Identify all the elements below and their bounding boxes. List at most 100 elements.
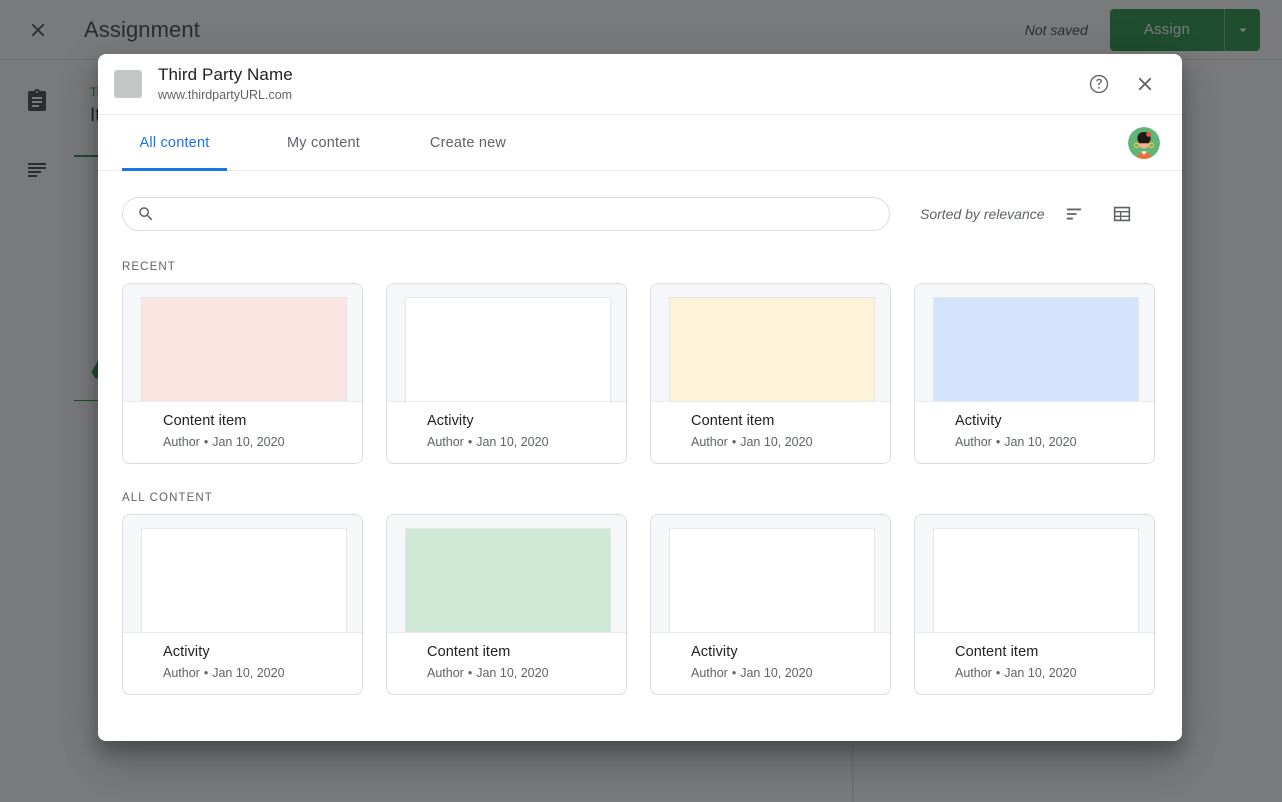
card-info: Content item Author • Jan 10, 2020 [651, 401, 890, 463]
content-card[interactable]: Content item Author • Jan 10, 2020 [650, 283, 891, 464]
card-info: Content item Author • Jan 10, 2020 [915, 632, 1154, 694]
meta-separator: • [467, 666, 473, 680]
card-meta: Author • Jan 10, 2020 [163, 434, 348, 450]
card-title: Activity [691, 644, 738, 660]
card-thumbnail-fill [141, 297, 347, 401]
meta-separator: • [731, 435, 737, 449]
card-info: Content item Author • Jan 10, 2020 [387, 632, 626, 694]
dialog-body: Sorted by relevance RECENT [98, 171, 1182, 740]
card-date: Jan 10, 2020 [1004, 435, 1077, 449]
card-thumbnail-fill [405, 528, 611, 632]
close-dialog-button[interactable] [1126, 65, 1164, 103]
card-date: Jan 10, 2020 [212, 666, 285, 680]
meta-separator: • [203, 435, 209, 449]
card-author: Author [163, 666, 200, 680]
card-info: Activity Author • Jan 10, 2020 [651, 632, 890, 694]
card-meta: Author • Jan 10, 2020 [163, 665, 348, 681]
meta-separator: • [995, 435, 1001, 449]
card-author: Author [691, 435, 728, 449]
card-thumbnail [915, 284, 1154, 401]
card-thumbnail [387, 515, 626, 632]
card-author: Author [427, 435, 464, 449]
card-thumbnail [915, 515, 1154, 632]
avatar[interactable] [1128, 126, 1160, 159]
meta-separator: • [731, 666, 737, 680]
meta-separator: • [467, 435, 473, 449]
card-date: Jan 10, 2020 [740, 666, 813, 680]
sort-label: Sorted by relevance [920, 206, 1045, 222]
dialog-header-actions [1080, 65, 1164, 103]
content-card[interactable]: Activity Author • Jan 10, 2020 [914, 283, 1155, 464]
card-info: Activity Author • Jan 10, 2020 [387, 401, 626, 463]
card-date: Jan 10, 2020 [476, 666, 549, 680]
card-info: Activity Author • Jan 10, 2020 [915, 401, 1154, 463]
content-card[interactable]: Activity Author • Jan 10, 2020 [122, 514, 363, 695]
card-author: Author [955, 435, 992, 449]
card-thumbnail-fill [933, 297, 1139, 401]
card-title: Content item [163, 413, 247, 429]
tab-all-content[interactable]: All content [122, 115, 227, 171]
help-button[interactable] [1080, 65, 1118, 103]
card-thumbnail [651, 284, 890, 401]
provider-info: Third Party Name www.thirdpartyURL.com [158, 65, 293, 103]
card-info: Activity Author • Jan 10, 2020 [123, 632, 362, 694]
card-info: Content item Author • Jan 10, 2020 [123, 401, 362, 463]
sort-button[interactable] [1055, 195, 1093, 233]
section-label-recent: RECENT [122, 261, 176, 273]
provider-name: Third Party Name [158, 65, 293, 84]
card-date: Jan 10, 2020 [212, 435, 285, 449]
tab-my-content[interactable]: My content [287, 134, 360, 151]
card-meta: Author • Jan 10, 2020 [427, 434, 612, 450]
card-thumbnail [651, 515, 890, 632]
card-date: Jan 10, 2020 [1004, 666, 1077, 680]
dialog-tab-bar: All content My content Create new [98, 115, 1182, 171]
grid-view-icon [1113, 206, 1130, 222]
search-input[interactable] [167, 206, 875, 222]
content-card[interactable]: Activity Author • Jan 10, 2020 [650, 514, 891, 695]
card-thumbnail-fill [933, 528, 1139, 632]
search-icon [139, 207, 153, 221]
content-card[interactable]: Content item Author • Jan 10, 2020 [914, 514, 1155, 695]
user-avatar-icon [1128, 126, 1160, 159]
card-author: Author [955, 666, 992, 680]
section-label-all-content: ALL CONTENT [122, 492, 213, 504]
card-title: Activity [163, 644, 210, 660]
card-date: Jan 10, 2020 [740, 435, 813, 449]
card-thumbnail-fill [141, 528, 347, 632]
card-thumbnail [387, 284, 626, 401]
card-meta: Author • Jan 10, 2020 [955, 665, 1140, 681]
meta-separator: • [995, 666, 1001, 680]
view-toggle-button[interactable] [1103, 195, 1141, 233]
card-title: Activity [955, 413, 1002, 429]
card-title: Content item [955, 644, 1039, 660]
card-meta: Author • Jan 10, 2020 [691, 434, 876, 450]
card-thumbnail-fill [669, 297, 875, 401]
card-title: Content item [427, 644, 511, 660]
card-meta: Author • Jan 10, 2020 [691, 665, 876, 681]
tab-create-new[interactable]: Create new [429, 134, 507, 151]
provider-url: www.thirdpartyURL.com [158, 88, 293, 102]
search-toolbar: Sorted by relevance [122, 171, 1158, 233]
all-content-card-grid: Activity Author • Jan 10, 2020 Content ite… [122, 514, 1158, 695]
card-author: Author [163, 435, 200, 449]
third-party-content-picker-dialog: Third Party Name www.thirdpartyURL.com A… [98, 54, 1182, 741]
content-card[interactable]: Content item Author • Jan 10, 2020 [386, 514, 627, 695]
dialog-header: Third Party Name www.thirdpartyURL.com [98, 54, 1182, 115]
provider-logo-icon [114, 70, 142, 98]
card-thumbnail-fill [669, 528, 875, 632]
card-author: Author [427, 666, 464, 680]
card-title: Content item [691, 413, 775, 429]
close-icon [1138, 77, 1152, 91]
content-card[interactable]: Content item Author • Jan 10, 2020 [122, 283, 363, 464]
content-card[interactable]: Activity Author • Jan 10, 2020 [386, 283, 627, 464]
card-meta: Author • Jan 10, 2020 [427, 665, 612, 681]
sort-icon [1066, 208, 1081, 220]
card-thumbnail [123, 515, 362, 632]
card-title: Activity [427, 413, 474, 429]
card-thumbnail-fill [405, 297, 611, 401]
card-date: Jan 10, 2020 [476, 435, 549, 449]
card-meta: Author • Jan 10, 2020 [955, 434, 1140, 450]
card-thumbnail [123, 284, 362, 401]
search-box[interactable] [122, 197, 890, 231]
help-circle-icon [1089, 74, 1109, 94]
